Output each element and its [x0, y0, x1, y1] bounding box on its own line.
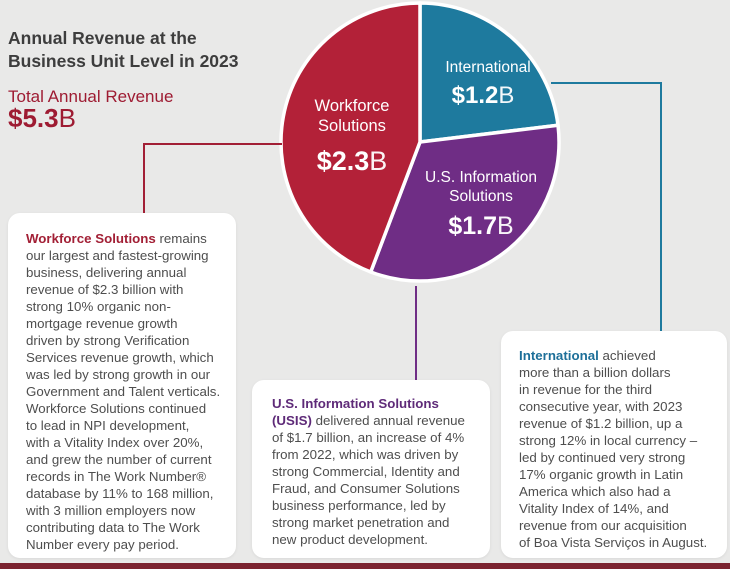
callout-workforce-text: Workforce Solutions remains our largest … — [26, 230, 222, 553]
pie-slice-international — [418, 1, 560, 144]
total-amount: $5.3 — [8, 103, 59, 133]
slice-value-international: $1.2B — [403, 82, 563, 110]
pie-slice-workforce-solutions — [279, 1, 422, 274]
slice-value-workforce: $2.3B — [292, 146, 412, 177]
callout-usis: U.S. Information Solutions (USIS) delive… — [252, 380, 490, 558]
callout-international-body: achieved more than a billion dollars in … — [519, 348, 708, 550]
callout-workforce-body: remains our largest and fastest-growing … — [26, 231, 221, 552]
connector-usis-vertical — [415, 286, 417, 381]
slice-suffix: B — [496, 212, 514, 240]
slice-amount: $1.2 — [451, 82, 499, 109]
connector-international-horizontal — [551, 82, 662, 84]
slice-label-international: International — [445, 59, 531, 76]
callout-workforce-solutions: Workforce Solutions remains our largest … — [8, 213, 236, 558]
bottom-accent-bar — [0, 563, 730, 569]
total-revenue-label: Total Annual Revenue — [8, 87, 174, 106]
callout-workforce-lead: Workforce Solutions — [26, 231, 156, 246]
slice-label-workforce: Workforce Solutions — [314, 97, 390, 135]
callout-international: International achieved more than a billi… — [501, 331, 727, 558]
callout-international-lead: International — [519, 348, 599, 363]
slice-suffix: B — [369, 146, 388, 176]
page-title: Annual Revenue at the Business Unit Leve… — [8, 28, 239, 71]
slice-value-usis: $1.7B — [396, 212, 566, 241]
pie-chart — [279, 1, 561, 283]
total-revenue-value: $5.3B — [8, 103, 76, 134]
pie-slice-u-s-information-solutions — [368, 123, 561, 283]
slice-label-usis: U.S. Information Solutions — [425, 169, 537, 205]
slice-suffix: B — [498, 82, 515, 109]
callout-usis-lead: U.S. Information Solutions (USIS) — [272, 396, 439, 428]
callout-usis-body: delivered annual revenue of $1.7 billion… — [272, 413, 465, 547]
connector-workforce-horizontal — [143, 143, 282, 145]
callout-international-text: International achieved more than a billi… — [519, 347, 717, 551]
connector-workforce-vertical — [143, 143, 145, 214]
connector-international-vertical — [660, 82, 662, 332]
total-suffix: B — [58, 103, 76, 133]
callout-usis-text: U.S. Information Solutions (USIS) delive… — [272, 395, 478, 548]
slice-amount: $1.7 — [448, 212, 497, 240]
slice-amount: $2.3 — [316, 146, 370, 176]
